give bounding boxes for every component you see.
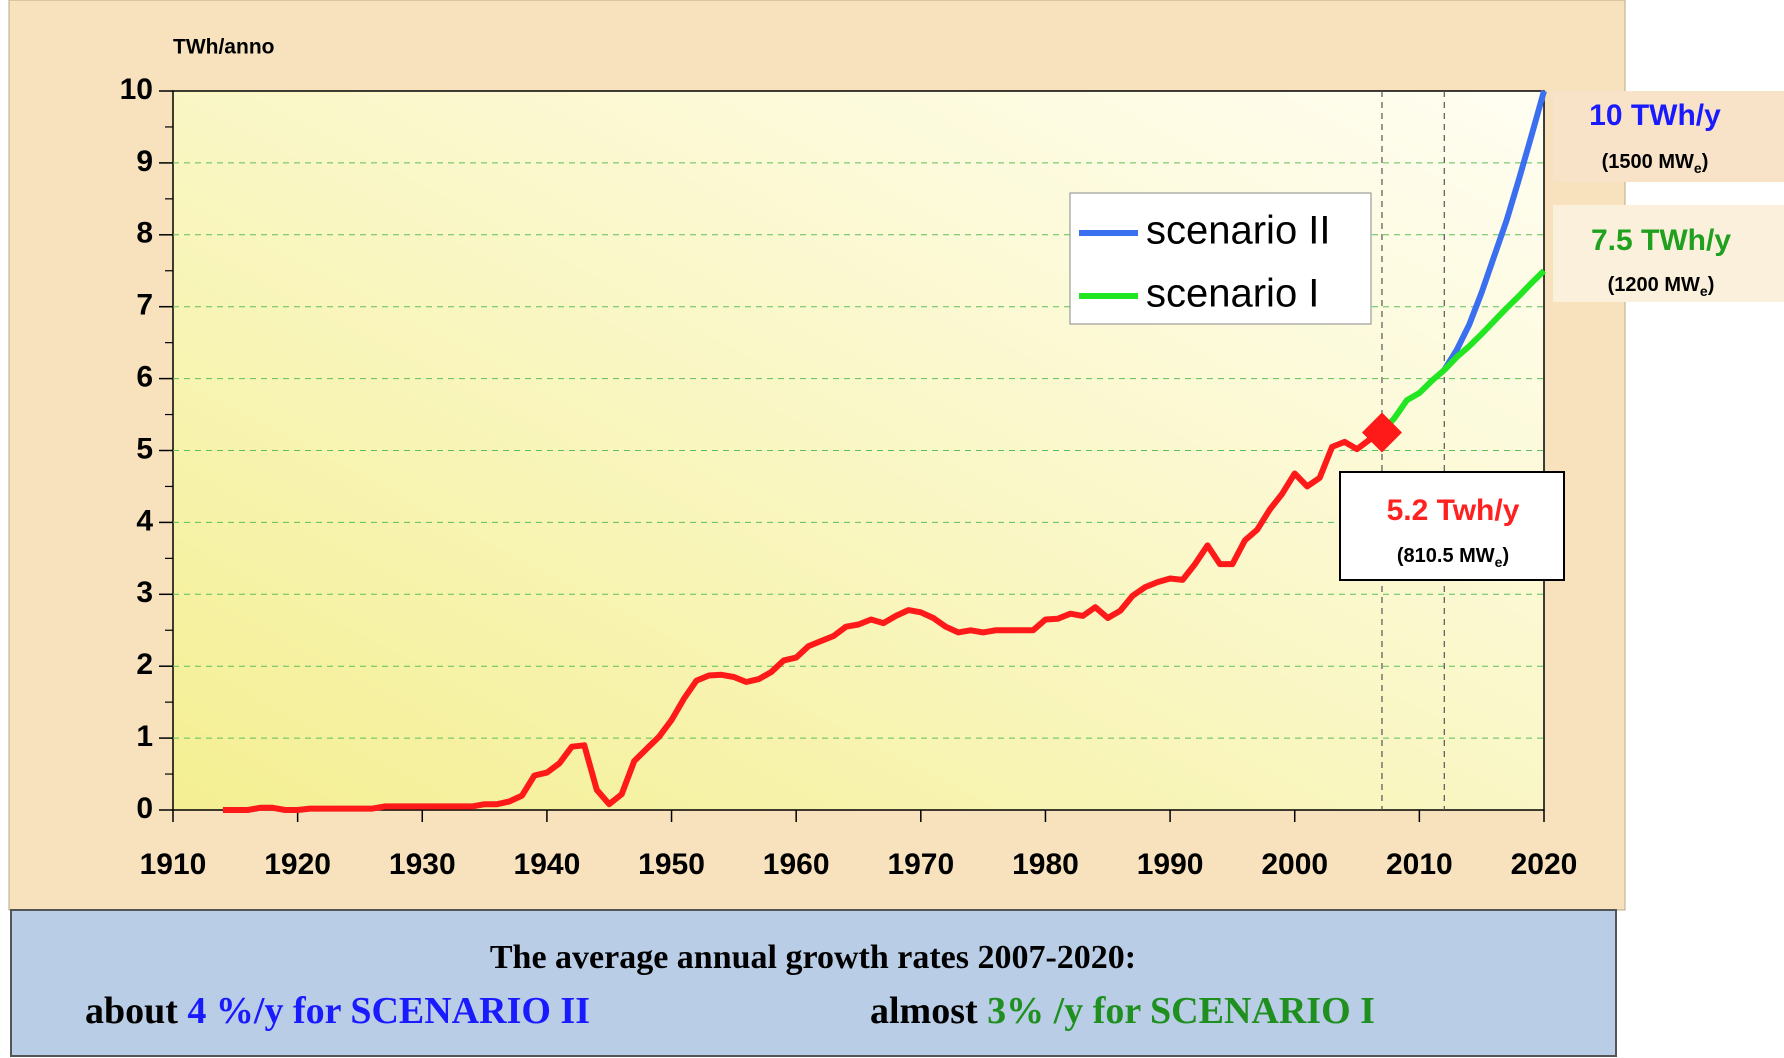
x-tick-label: 1970 [887,848,954,881]
annotation-sub: (810.5 MWe) [1397,545,1509,569]
footer-line: almost 3% /y for SCENARIO I [870,990,1375,1032]
x-tick-label: 1930 [389,848,456,881]
annotation-sub: (1200 MWe) [1608,274,1715,298]
x-tick-label: 1920 [264,848,331,881]
y-axis-label: TWh/anno [173,36,274,59]
legend-label: scenario II [1146,209,1331,253]
legend-label: scenario I [1146,272,1319,316]
annotation-box [1339,471,1565,581]
annotation-bg [1553,205,1784,302]
x-tick-label: 1990 [1137,848,1204,881]
y-tick-label: 3 [136,576,153,609]
y-tick-label: 2 [136,648,153,681]
y-tick-label: 10 [120,73,153,106]
x-tick-label: 2000 [1261,848,1328,881]
y-tick-label: 8 [136,217,153,250]
footer-box [10,909,1617,1057]
y-tick-label: 9 [136,145,153,178]
data-line [1379,268,1547,435]
x-tick-label: 2020 [1511,848,1578,881]
x-tick-label: 1910 [140,848,207,881]
x-tick-label: 1980 [1012,848,1079,881]
legend [1069,192,1372,325]
footer-line: about 4 %/y for SCENARIO II [85,990,590,1032]
y-tick-label: 0 [136,792,153,825]
data-line [222,429,1384,813]
data-line [1441,90,1547,372]
y-tick-label: 6 [136,361,153,394]
legend-box [1069,192,1372,325]
y-tick-label: 5 [136,432,153,465]
footer-line: The average annual growth rates 2007-202… [490,939,1136,976]
end-marker [1361,412,1402,453]
y-tick-label: 4 [136,504,153,537]
annotation-sub: (1500 MWe) [1602,151,1709,175]
x-tick-label: 2010 [1386,848,1453,881]
x-tick-label: 1940 [514,848,581,881]
y-tick-label: 1 [136,720,153,753]
x-tick-label: 1960 [763,848,830,881]
annotation-bg [1553,91,1784,182]
annotation: 5.2 Twh/y [1387,494,1520,527]
annotation: 7.5 TWh/y [1591,224,1731,257]
x-tick-label: 1950 [638,848,705,881]
annotation: 10 TWh/y [1589,99,1721,132]
y-tick-label: 7 [136,289,153,322]
